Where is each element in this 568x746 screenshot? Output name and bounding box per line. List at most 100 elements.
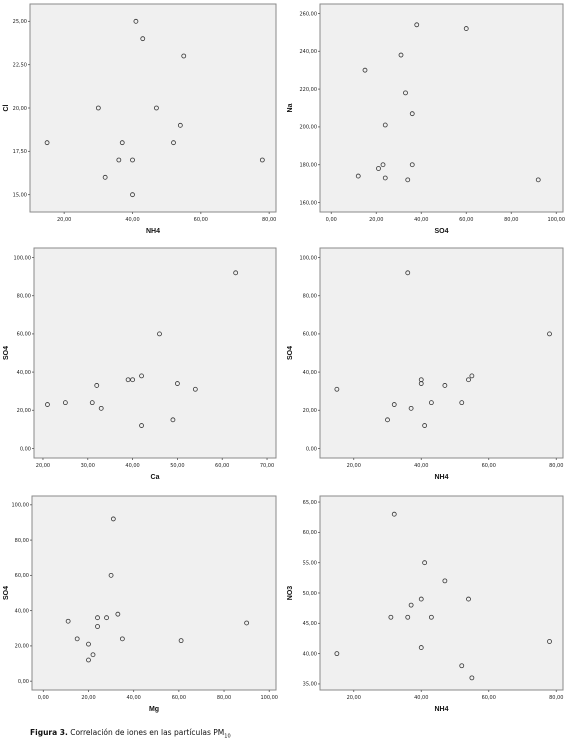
y-tick-label: 40,00 [17,370,31,376]
scatter-point [466,377,471,383]
scatter-point [362,67,368,73]
scatter-point [125,377,131,383]
scatter-point [102,174,108,180]
scatter-point [130,157,135,163]
chart-cl-vs-nh4: 20,00 40,00 60,00 80,00 15,00 17,50 20,00 22,50… [3,3,277,235]
x-tick-label: 20,00 [347,695,361,701]
y-axis-title: Cl [3,104,10,111]
scatter-point [469,373,475,379]
scatter-point [181,53,187,59]
x-tick-label: 70,00 [260,463,274,469]
scatter-point [408,405,414,411]
scatter-point [119,140,125,146]
scatter-point [233,270,239,276]
x-tick-label: 30,00 [81,463,95,469]
scatter-point [409,162,415,168]
x-tick-label: 80,00 [549,463,563,469]
x-tick-label: 40,00 [125,463,139,469]
scatter-point [405,270,411,276]
scatter-point [170,417,176,423]
y-tick-label: 50,00 [303,591,317,597]
scatter-point [391,402,397,407]
y-axis-title: SO4 [3,586,10,600]
caption-label: Figura 3. [30,728,68,737]
x-tick-label: 40,00 [414,217,428,223]
scatter-panel-so4-ca: 20,00 30,00 40,00 50,00 60,00 70,00 0,00 20,00 4… [0,244,280,489]
scatter-point [192,386,198,392]
y-tick-label: 160,00 [300,200,318,206]
y-tick-label: 0,00 [18,679,29,685]
scatter-point [130,377,135,383]
y-tick-label: 80,00 [303,294,317,300]
plot-area [33,247,277,459]
chart-na-vs-so4: 0,00 20,00 40,00 60,00 80,00 100,00 160,00 180,… [287,3,565,235]
y-tick-label: 100,00 [14,255,32,261]
y-tick-label: 20,00 [15,644,29,650]
y-tick-label: 40,00 [303,651,317,657]
x-tick-label: 0,00 [38,695,49,701]
scatter-point [459,400,465,406]
x-tick-label: 60,00 [459,217,473,223]
scatter-point [355,173,361,179]
scatter-point [95,624,100,629]
scatter-point [428,400,434,406]
x-tick-label: 60,00 [215,463,229,469]
scatter-point [418,645,424,650]
plot-area [29,3,277,213]
scatter-point [535,177,541,183]
scatter-point [442,578,448,584]
scatter-point [94,383,100,388]
scatter-point [133,18,139,24]
scatter-point [95,615,100,621]
y-tick-label: 15,00 [13,192,27,198]
scatter-panel-so4-nh4: 20,00 40,00 60,00 80,00 0,00 20,00 40,00 60,00 8… [284,244,568,489]
x-axis-title: SO4 [434,228,448,235]
y-tick-label: 260,00 [300,11,318,17]
scatter-point [403,90,408,96]
scatter-point [139,373,144,379]
scatter-point [178,638,184,644]
scatter-point [154,105,159,111]
chart-so4-vs-ca: 20,00 30,00 40,00 50,00 60,00 70,00 0,00 20,00 4… [3,247,277,481]
scatter-point [382,122,388,128]
y-tick-label: 100,00 [300,255,318,261]
scatter-point [418,381,424,386]
scatter-point [463,26,469,31]
x-tick-label: 20,00 [347,463,361,469]
scatter-panel-so4-mg: 0,00 20,00 40,00 60,00 80,00 100,00 0,00 20,00 4… [0,490,280,720]
scatter-point [171,140,176,146]
scatter-point [398,52,404,58]
x-tick-label: 20,00 [36,463,50,469]
caption-text: Correlación de iones en las partículas P… [70,728,225,737]
scatter-point [391,511,397,517]
y-tick-label: 65,00 [303,500,317,506]
scatter-point [45,402,50,407]
scatter-point [116,157,122,163]
scatter-point [385,417,390,423]
y-tick-label: 55,00 [303,560,317,566]
scatter-point [110,516,116,522]
x-tick-label: 40,00 [125,217,139,223]
y-axis-title: NO3 [287,586,294,601]
x-axis-title: NH4 [434,706,448,713]
plot-area [319,247,564,459]
x-tick-label: 80,00 [549,695,563,701]
chart-so4-vs-mg: 0,00 20,00 40,00 60,00 80,00 100,00 0,00 20,00 4… [3,495,278,713]
y-tick-label: 80,00 [15,538,29,544]
y-tick-label: 0,00 [20,446,31,452]
chart-no3-vs-nh4: 20,00 40,00 60,00 80,00 35,00 40,00 45,00 50,00… [287,495,564,713]
scatter-point [62,400,68,406]
scatter-point [422,560,428,566]
y-tick-label: 0,00 [306,446,317,452]
plot-area [31,495,277,691]
x-tick-label: 100,00 [260,695,278,701]
scatter-point [98,405,104,411]
y-tick-label: 60,00 [15,573,29,579]
x-tick-label: 60,00 [482,695,496,701]
x-tick-label: 60,00 [482,463,496,469]
x-tick-label: 60,00 [172,695,186,701]
scatter-point [418,596,424,602]
scatter-point [459,663,465,669]
y-tick-label: 80,00 [17,294,31,300]
y-tick-label: 45,00 [303,621,317,627]
